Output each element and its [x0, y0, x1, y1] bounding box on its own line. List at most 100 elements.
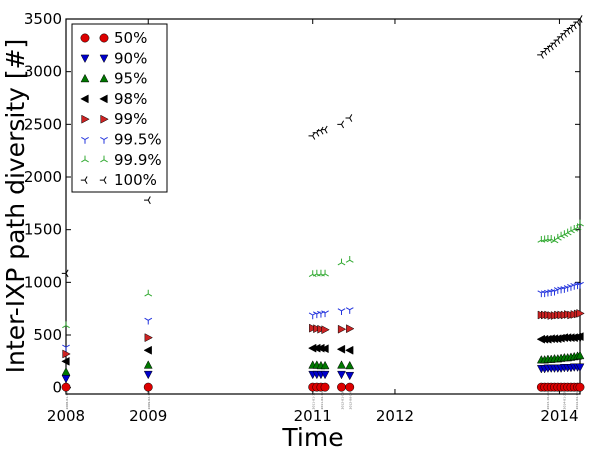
data-point	[80, 73, 90, 83]
date-label: 2014-01-20	[563, 392, 567, 410]
legend-label: 100%	[114, 171, 157, 189]
data-point	[576, 219, 584, 227]
data-point	[320, 360, 330, 370]
legend-label: 99%	[114, 110, 147, 128]
data-point	[62, 321, 70, 329]
data-point	[144, 317, 153, 325]
data-point	[99, 33, 109, 43]
data-point	[61, 356, 70, 366]
date-label: 2011-01-17	[312, 392, 316, 410]
data-point	[144, 289, 153, 297]
data-point	[312, 311, 321, 319]
date-label: 2014-04-14	[575, 392, 579, 410]
data-point	[317, 310, 325, 318]
data-point	[540, 235, 549, 243]
data-point	[337, 324, 347, 334]
data-point	[143, 382, 153, 392]
x-tick-label: 2011	[294, 407, 332, 425]
legend-label: 50%	[114, 29, 147, 47]
date-label: 2013-10-21	[546, 392, 550, 410]
y-axis-ticks: 0 500 1000 1500 2000 2500 3000 3500	[24, 10, 580, 397]
data-point	[144, 333, 153, 343]
series-90%	[61, 363, 585, 384]
data-point	[575, 332, 584, 341]
data-point	[321, 269, 329, 277]
data-point	[337, 308, 346, 315]
date-labels: 2008-01-15 2009-02-18 2011-01-17 2011-04-11…	[65, 392, 579, 410]
x-axis-ticks: 2008 2009 2011 2012 2014	[47, 19, 579, 425]
date-label: 2008-01-15	[65, 392, 69, 410]
data-point	[345, 256, 354, 263]
data-point	[345, 307, 354, 314]
data-point	[100, 155, 108, 163]
series-98%	[61, 332, 584, 366]
data-point	[143, 345, 152, 355]
y-tick-label: 1500	[24, 221, 62, 239]
data-point	[80, 176, 88, 184]
date-label: 2012-01-09	[341, 392, 345, 410]
data-point	[143, 360, 153, 369]
legend: 50% 90% 95% 98% 99% 99.5% 99.9% 100%	[71, 23, 168, 193]
data-point	[336, 344, 346, 354]
y-tick-label: 3000	[24, 63, 62, 81]
data-point	[576, 309, 585, 318]
data-point	[61, 269, 69, 278]
data-point	[345, 114, 353, 122]
data-point	[321, 310, 329, 318]
legend-label: 90%	[114, 49, 147, 67]
x-axis-title: Time	[281, 423, 343, 449]
data-point	[320, 125, 328, 134]
data-point	[575, 363, 585, 372]
y-axis-title: Inter-IXP path diversity [#]	[1, 39, 30, 374]
data-point	[337, 370, 346, 380]
legend-label: 98%	[114, 90, 147, 108]
data-point	[576, 281, 584, 289]
date-label: 2011-04-11	[320, 392, 324, 410]
data-point	[313, 324, 322, 334]
data-point	[99, 73, 109, 83]
data-point	[61, 382, 71, 392]
data-point	[80, 54, 90, 64]
data-point	[575, 350, 585, 360]
legend-label: 95%	[114, 70, 147, 88]
data-point	[337, 382, 346, 392]
series-99.9%	[62, 219, 584, 329]
data-point	[320, 382, 330, 392]
data-point	[337, 258, 346, 266]
data-point	[81, 155, 89, 163]
data-point	[99, 94, 108, 104]
data-point	[337, 120, 345, 129]
data-point	[321, 325, 330, 335]
data-point	[320, 370, 330, 380]
series-50%	[61, 382, 585, 392]
x-tick-label: 2014	[540, 407, 578, 425]
data-point	[81, 114, 90, 124]
series-99%	[62, 309, 585, 359]
data-point	[345, 382, 355, 392]
legend-label: 99.5%	[114, 131, 162, 149]
y-tick-label: 3500	[24, 10, 62, 28]
data-point	[100, 136, 108, 144]
x-tick-label: 2012	[376, 407, 414, 425]
data-point	[80, 33, 90, 43]
data-point	[345, 371, 355, 381]
data-point	[337, 360, 346, 369]
data-point	[143, 370, 153, 380]
y-tick-label: 500	[33, 326, 62, 344]
date-label: 2012-06-04	[349, 392, 353, 410]
date-label: 2009-02-18	[147, 392, 151, 410]
data-marks	[61, 15, 585, 392]
data-point	[575, 382, 585, 392]
data-point	[575, 15, 583, 23]
data-point	[61, 367, 71, 376]
data-point	[320, 344, 329, 354]
legend-box	[71, 23, 168, 193]
data-point	[317, 324, 326, 334]
data-point	[100, 114, 109, 124]
y-tick-label: 1000	[24, 273, 62, 291]
data-point	[344, 345, 354, 355]
data-point	[346, 324, 355, 334]
x-tick-label: 2008	[47, 407, 85, 425]
data-point	[62, 349, 71, 359]
